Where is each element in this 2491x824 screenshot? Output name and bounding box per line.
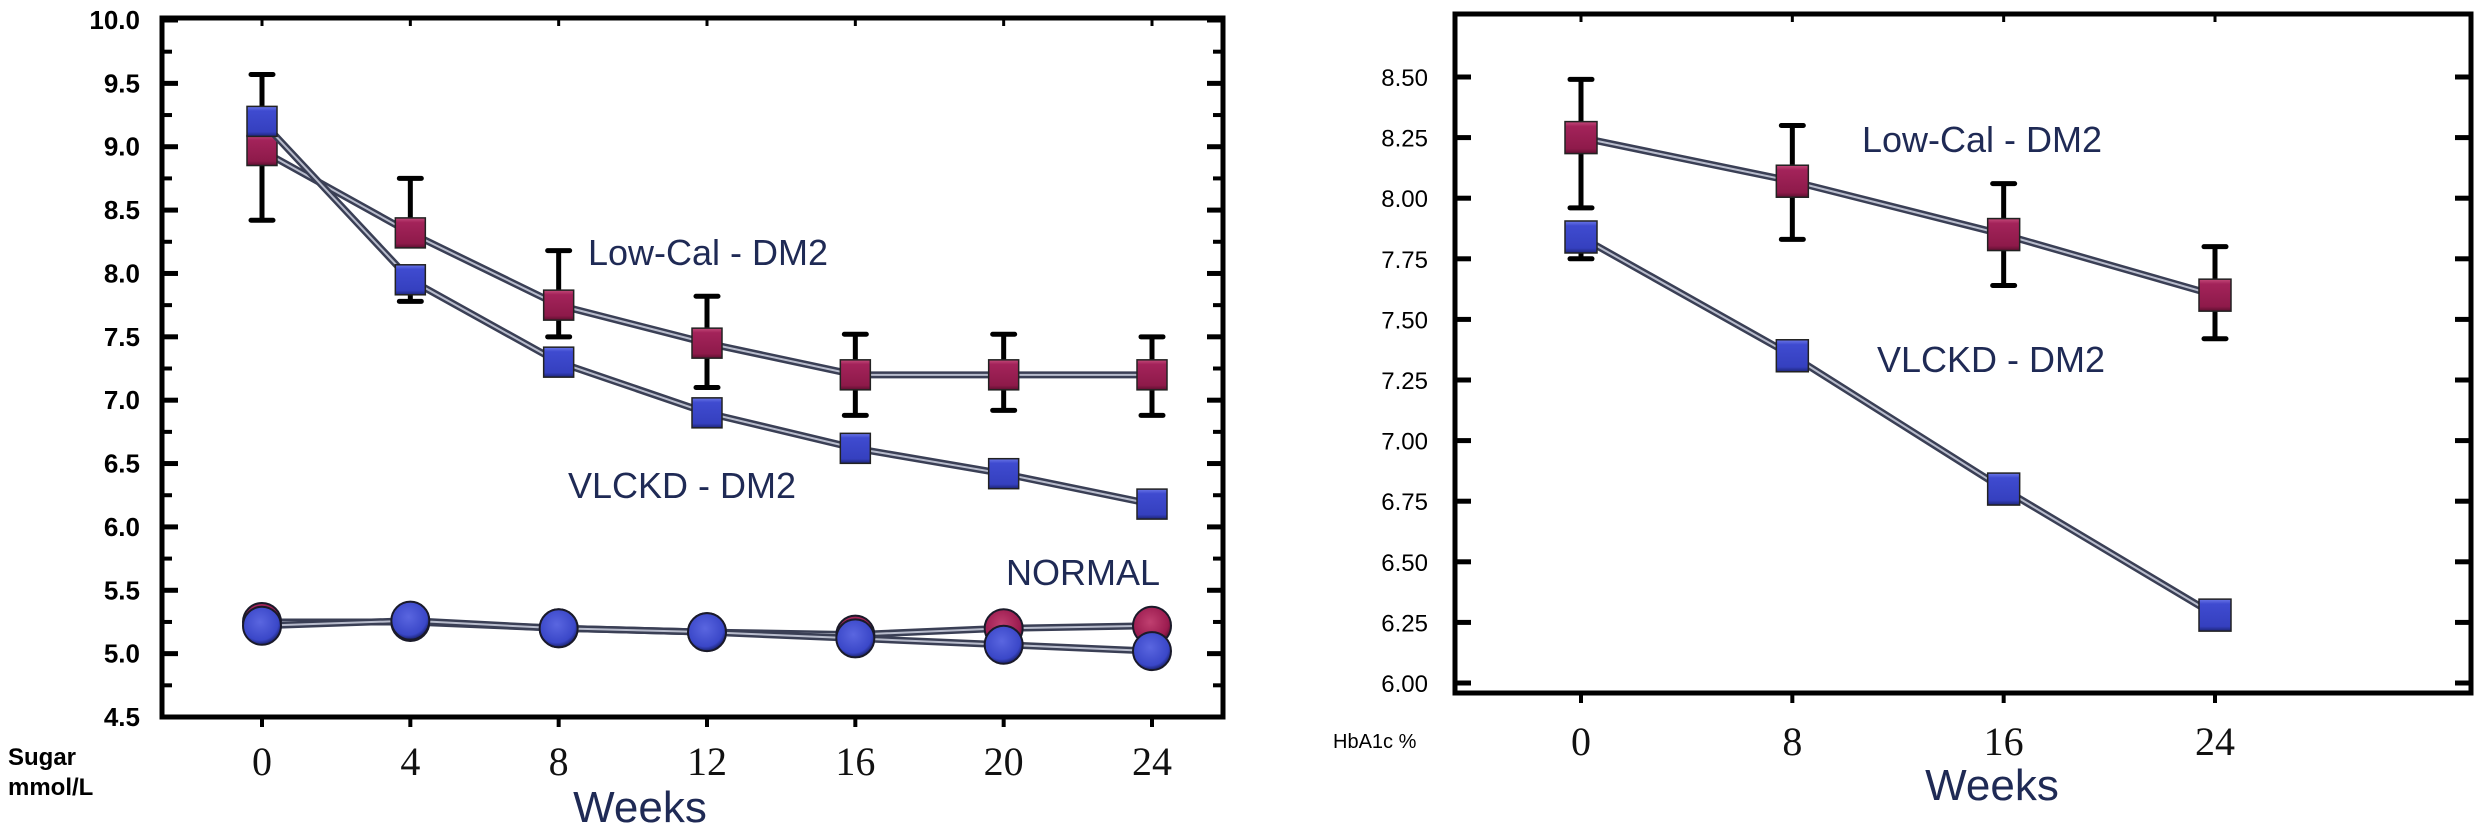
- x-axis-title: Weeks: [573, 783, 707, 824]
- y-tick-label: 8.50: [1381, 65, 1428, 92]
- data-point-square: [839, 432, 872, 465]
- series-label-vlckd: VLCKD - DM2: [568, 465, 796, 506]
- y-tick-label: 4.5: [104, 702, 140, 732]
- x-tick-label: 24: [1132, 739, 1172, 784]
- data-point-square: [1136, 359, 1168, 391]
- x-axis-title: Weeks: [1925, 761, 2059, 810]
- data-point-square: [246, 134, 278, 167]
- data-point-square: [1986, 217, 2021, 252]
- y-axis-unit-line1: Sugar: [8, 744, 76, 771]
- series-layer: [1564, 76, 2232, 632]
- data-point-circle: [687, 612, 727, 653]
- y-tick-label: 8.5: [104, 195, 140, 225]
- series-layer: [242, 71, 1172, 672]
- sugar-chart: 4.5 5.0 5.5 6.0 6.5 7.0 7.5 8.0 8.5 9.0 9.5 10.0 0 4…: [8, 5, 1226, 824]
- series-normal-vlckd-: [242, 600, 1172, 672]
- x-tick-label: 12: [687, 739, 727, 784]
- y-axis-ticks: 4.5 5.0 5.5 6.0 6.5 7.0 7.5 8.0 8.5 9.0 9.5 10.0: [89, 5, 1223, 732]
- y-tick-label: 10.0: [89, 5, 140, 35]
- x-tick-label: 0: [1571, 719, 1591, 764]
- x-tick-label: 8: [549, 739, 569, 784]
- y-tick-label: 6.00: [1381, 671, 1428, 698]
- data-point-square: [1564, 220, 1598, 254]
- data-point-square: [394, 217, 427, 249]
- series-label-vlckd: VLCKD - DM2: [1877, 339, 2105, 380]
- data-point-square: [2198, 598, 2232, 632]
- y-tick-label: 9.5: [104, 68, 140, 98]
- x-tick-label: 16: [1984, 719, 2024, 764]
- data-point-square: [987, 457, 1020, 490]
- data-point-square: [246, 105, 278, 138]
- y-tick-label: 8.25: [1381, 126, 1428, 153]
- x-tick-label: 20: [984, 739, 1024, 784]
- hba1c-chart: 6.00 6.25 6.50 6.75 7.00 7.25 7.50 7.75 8.00 8.25…: [1333, 11, 2474, 810]
- y-tick-label: 5.5: [104, 575, 140, 605]
- y-tick-label: 6.50: [1381, 550, 1428, 577]
- data-point-square: [1986, 472, 2021, 506]
- data-point-square: [1136, 488, 1168, 520]
- y-tick-label: 6.5: [104, 449, 140, 479]
- y-tick-label: 5.0: [104, 639, 140, 669]
- y-tick-label: 7.5: [104, 322, 140, 352]
- series-label-lowcal: Low-Cal - DM2: [588, 232, 828, 273]
- plot-frame: [1452, 11, 2474, 696]
- data-point-square: [1775, 164, 1810, 198]
- plot-frame: [159, 15, 1226, 720]
- series-line: [1580, 134, 2216, 299]
- series-label-lowcal: Low-Cal - DM2: [1862, 119, 2102, 160]
- y-tick-label: 7.25: [1381, 368, 1428, 395]
- x-tick-label: 0: [252, 739, 272, 784]
- data-point-square: [1775, 339, 1810, 373]
- y-tick-label: 8.0: [104, 258, 140, 288]
- y-tick-label: 6.25: [1381, 610, 1428, 637]
- y-tick-label: 6.0: [104, 512, 140, 542]
- y-tick-label: 7.75: [1381, 247, 1428, 274]
- series-vlckd-dm2: [246, 105, 1168, 520]
- x-tick-label: 8: [1782, 719, 1802, 764]
- y-tick-label: 8.00: [1381, 186, 1428, 213]
- data-point-circle: [1132, 631, 1172, 672]
- data-point-square: [691, 327, 723, 359]
- data-point-square: [691, 397, 723, 429]
- x-axis-ticks: 0 4 8 12 16 20 24: [252, 18, 1172, 784]
- x-tick-label: 4: [400, 739, 420, 784]
- x-tick-label: 24: [2195, 719, 2235, 764]
- series-label-normal: NORMAL: [1006, 552, 1160, 593]
- y-tick-label: 9.0: [104, 132, 140, 162]
- data-point-square: [2198, 278, 2232, 312]
- y-axis-unit: HbA1c %: [1333, 731, 1417, 753]
- data-point-square: [542, 346, 575, 378]
- series-line-highlight: [1580, 236, 2216, 616]
- y-tick-label: 7.50: [1381, 307, 1428, 334]
- data-point-square: [1564, 120, 1598, 155]
- y-axis-unit-line1: mmol/L: [8, 774, 93, 801]
- series-low-cal-dm2: [1564, 76, 2232, 342]
- y-axis-ticks: 6.00 6.25 6.50 6.75 7.00 7.25 7.50 7.75 8.00 8.25…: [1381, 65, 2471, 698]
- data-point-square: [394, 264, 427, 296]
- y-tick-label: 7.00: [1381, 429, 1428, 456]
- y-tick-label: 7.0: [104, 385, 140, 415]
- data-point-circle: [242, 605, 282, 646]
- series-line-highlight: [1580, 136, 2216, 297]
- x-axis-ticks: 0 8 16 24: [1571, 14, 2235, 764]
- y-tick-label: 6.75: [1381, 489, 1428, 516]
- series-vlckd-dm2: [1564, 220, 2232, 632]
- data-point-circle: [983, 624, 1024, 665]
- data-point-circle: [835, 618, 876, 659]
- data-point-circle: [538, 608, 579, 649]
- data-point-circle: [390, 600, 431, 641]
- data-point-square: [839, 359, 872, 391]
- data-point-square: [542, 289, 575, 321]
- data-point-square: [987, 359, 1020, 391]
- x-tick-label: 16: [835, 739, 875, 784]
